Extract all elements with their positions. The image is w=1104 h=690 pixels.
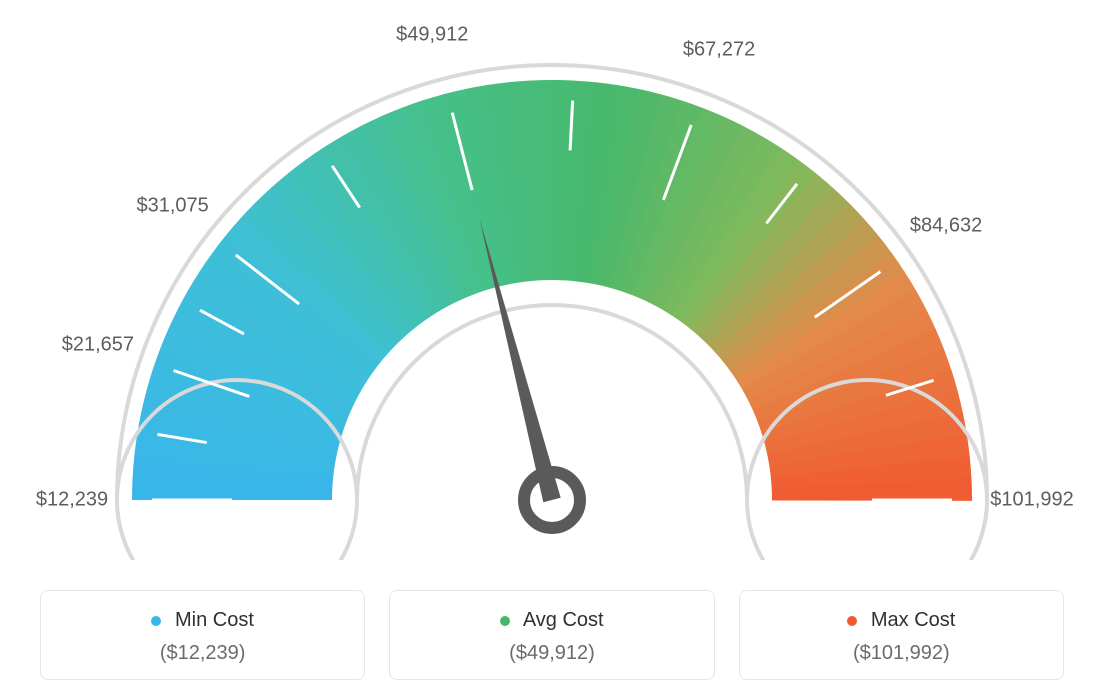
gauge-tick-label: $101,992 [990,489,1073,512]
legend-title-max-text: Max Cost [871,609,955,631]
gauge-tick-label: $84,632 [910,214,982,237]
cost-gauge-chart: $12,239 $21,657 $31,075 $49,912 $67,272 $84,6… [0,0,1104,690]
legend-value-avg: ($49,912) [400,642,703,665]
legend-card-avg: Avg Cost ($49,912) [389,590,714,680]
legend-title-min-text: Min Cost [175,609,254,631]
legend-dot-avg [500,616,510,626]
legend-card-max: Max Cost ($101,992) [739,590,1064,680]
legend-dot-min [151,616,161,626]
legend-value-min: ($12,239) [51,642,354,665]
gauge-tick-label: $49,912 [396,24,468,47]
gauge-tick-label: $67,272 [683,39,755,62]
gauge-tick-label: $12,239 [36,489,108,512]
gauge-tick-label: $31,075 [136,194,208,217]
legend-card-min: Min Cost ($12,239) [40,590,365,680]
gauge-tick-label: $21,657 [62,333,134,356]
legend-dot-max [847,616,857,626]
legend-title-avg-text: Avg Cost [523,609,604,631]
legend-value-max: ($101,992) [750,642,1053,665]
legend-row: Min Cost ($12,239) Avg Cost ($49,912) Ma… [0,590,1104,680]
legend-title-avg: Avg Cost [400,609,703,632]
legend-title-max: Max Cost [750,609,1053,632]
gauge-svg [0,0,1104,560]
legend-title-min: Min Cost [51,609,354,632]
